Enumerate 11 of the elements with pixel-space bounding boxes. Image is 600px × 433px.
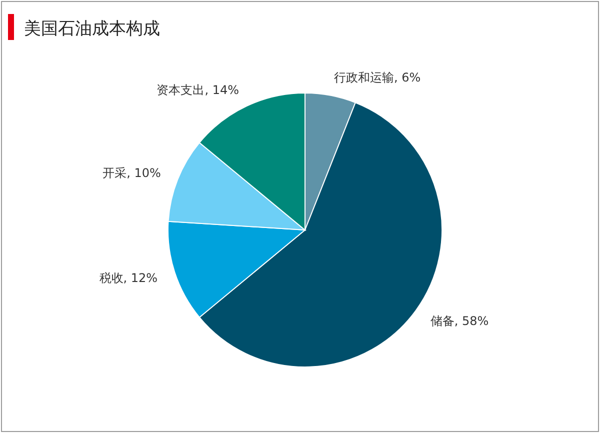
data-label: , 14%: [204, 82, 240, 97]
data-label: , 6%: [394, 70, 421, 85]
slice-label: 开采: [102, 166, 127, 180]
slice-label: 资本支出: [156, 82, 205, 97]
data-label: , 10%: [126, 166, 161, 180]
slice-label: 税收: [99, 270, 124, 285]
data-label: , 58%: [454, 314, 489, 328]
data-label: , 12%: [123, 270, 158, 285]
slice-label: 行政和运输: [334, 70, 394, 85]
chart-title: 美国石油成本构成: [24, 19, 160, 39]
slice-label: 储备: [430, 314, 454, 328]
